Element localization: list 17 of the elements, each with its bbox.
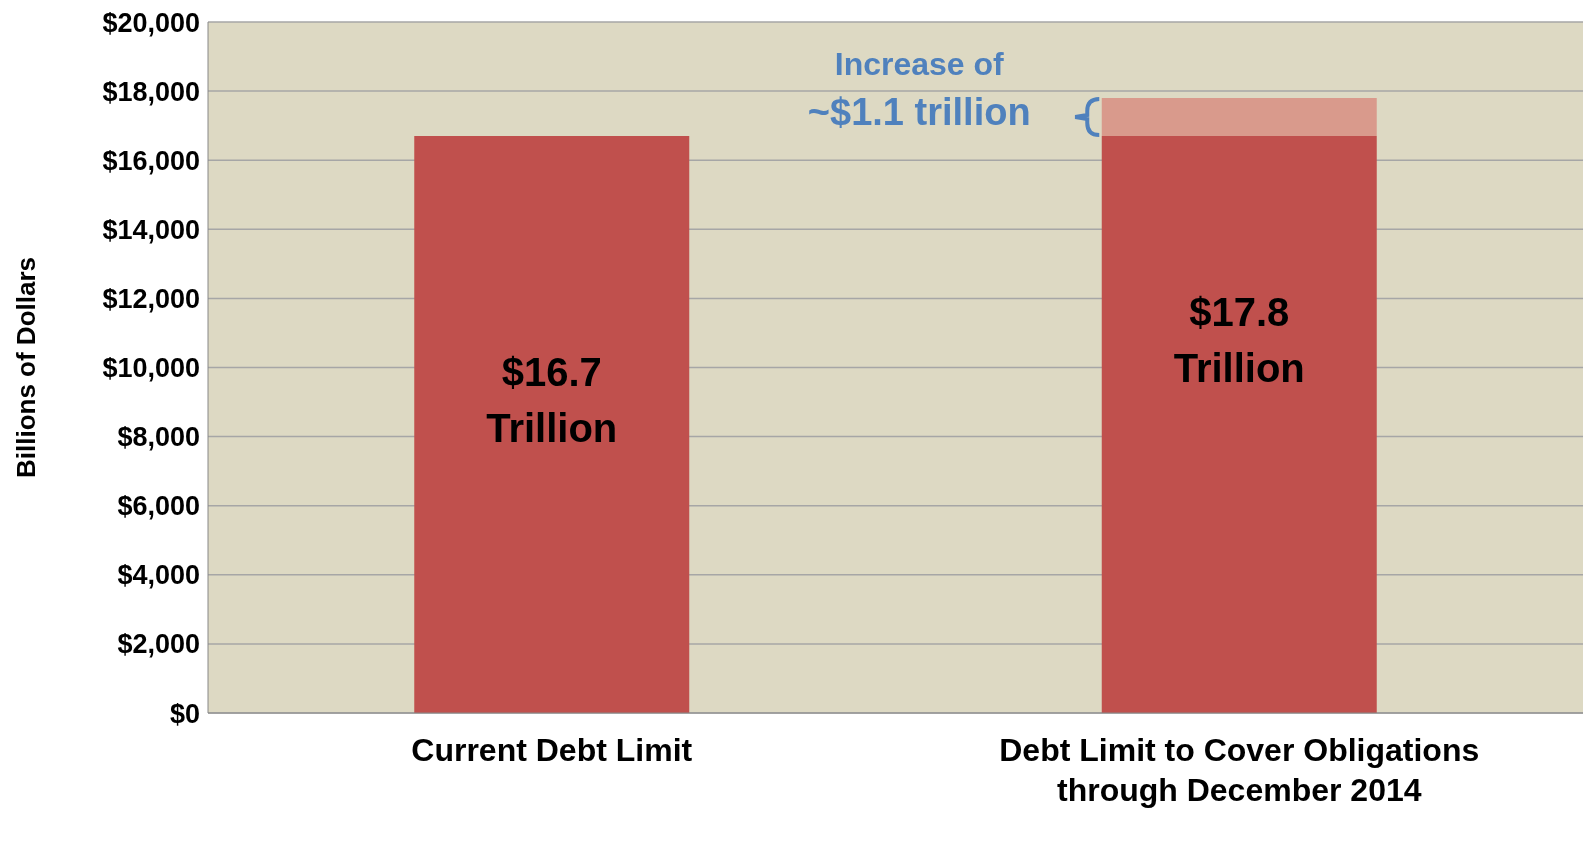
annotation: $17.8 Trillion	[1173, 290, 1305, 391]
annotation: Increase of ~$1.1 trillion	[807, 46, 1031, 134]
y-tick-label: $4,000	[117, 560, 200, 591]
y-axis-title: Billions of Dollars	[11, 256, 42, 479]
y-tick-label: $18,000	[102, 76, 200, 107]
y-tick-label: $20,000	[102, 7, 200, 38]
y-tick-label: $0	[169, 698, 200, 729]
annotation: $16.7 Trillion	[486, 350, 618, 451]
y-tick-label: $10,000	[102, 353, 200, 384]
x-tick-label: Debt Limit to Cover Obligations through December 2014	[999, 732, 1480, 808]
y-tick-label: $6,000	[117, 491, 200, 522]
y-tick-label: $8,000	[117, 422, 200, 453]
y-tick-label: $12,000	[102, 283, 200, 314]
x-tick-label: Current Debt Limit	[411, 732, 693, 768]
y-tick-label: $2,000	[117, 629, 200, 660]
y-tick-label: $16,000	[102, 145, 200, 176]
y-tick-label: $14,000	[102, 214, 200, 245]
